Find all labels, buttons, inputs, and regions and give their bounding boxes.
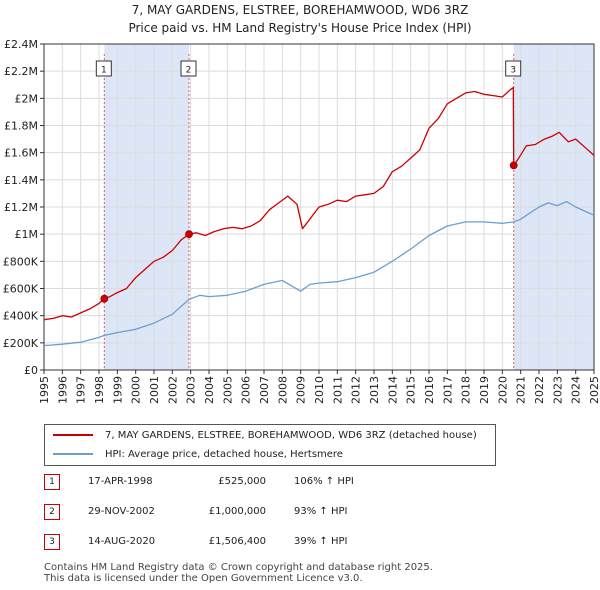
- x-tick-label: 2016: [423, 376, 436, 404]
- sale-label: 2: [186, 66, 192, 76]
- x-tick-label: 2005: [221, 376, 234, 404]
- footer: Contains HM Land Registry data © Crown c…: [44, 562, 433, 584]
- y-tick-label: £1M: [15, 228, 39, 241]
- sale-price: £525,000: [218, 476, 266, 487]
- sale-number-badge: 3: [44, 534, 60, 550]
- x-tick-label: 2006: [240, 376, 253, 404]
- chart-subtitle: Price paid vs. HM Land Registry's House …: [128, 21, 472, 35]
- sale-date: 14-AUG-2020: [88, 536, 156, 547]
- y-tick-label: £1.4M: [4, 174, 38, 187]
- sale-hpi-change: 39% ↑ HPI: [294, 536, 348, 547]
- x-tick-label: 1997: [75, 376, 88, 404]
- hpi-line: [43, 200, 595, 347]
- y-tick-label: £200K: [3, 337, 39, 350]
- x-tick-label: 2024: [570, 376, 583, 404]
- legend-swatch-hpi: [53, 453, 93, 455]
- x-tick-label: 2010: [313, 376, 326, 404]
- price-chart: 1 2 3 £0 £200K £400K £600K £800K £1M £1.2M £1.4M £…: [3, 38, 600, 404]
- x-tick-label: 1998: [93, 376, 106, 404]
- sale-hpi-change: 106% ↑ HPI: [294, 476, 354, 487]
- x-tick-label: 2018: [460, 376, 473, 404]
- y-tick-label: £1.2M: [4, 201, 38, 214]
- sale-label-box: [505, 60, 522, 77]
- x-tick-label: 2021: [515, 376, 528, 404]
- x-tick-label: 1995: [38, 376, 51, 404]
- legend-swatch-property: [53, 434, 93, 436]
- x-tick-label: 2019: [478, 376, 491, 404]
- x-tick-label: 2002: [166, 376, 179, 404]
- y-tick-label: £1.6M: [4, 147, 38, 160]
- y-tick-label: £800K: [3, 255, 39, 268]
- x-tick-label: 2017: [441, 376, 454, 404]
- footer-copyright: Contains HM Land Registry data © Crown c…: [44, 562, 433, 573]
- legend-item-property: 7, MAY GARDENS, ELSTREE, BOREHAMWOOD, WD…: [53, 427, 477, 445]
- legend-label-property: 7, MAY GARDENS, ELSTREE, BOREHAMWOOD, WD…: [105, 430, 477, 441]
- y-tick-label: £2M: [15, 92, 39, 105]
- y-tick-label: £400K: [3, 310, 39, 323]
- x-tick-label: 2001: [148, 376, 161, 404]
- x-tick-label: 2011: [331, 376, 344, 404]
- sale-point: [509, 161, 518, 170]
- x-tick-label: 1996: [56, 376, 69, 404]
- y-tick-label: £1.8M: [4, 120, 38, 133]
- sale-row: 2 29-NOV-2002 £1,000,000 93% ↑ HPI: [44, 502, 496, 522]
- x-tick-label: 1999: [111, 376, 124, 404]
- x-tick-label: 2004: [203, 376, 216, 404]
- sale-label: 3: [510, 66, 516, 76]
- y-tick-label: £2.2M: [4, 65, 38, 78]
- sale-number-badge: 1: [44, 474, 60, 490]
- sale-number-badge: 2: [44, 504, 60, 520]
- property-price-line: [43, 86, 595, 321]
- x-tick-label: 2000: [130, 376, 143, 404]
- y-tick-label: £600K: [3, 283, 39, 296]
- x-tick-label: 2008: [276, 376, 289, 404]
- x-tick-label: 2023: [551, 376, 564, 404]
- y-tick-label: £2.4M: [4, 38, 38, 51]
- sale-row: 3 14-AUG-2020 £1,506,400 39% ↑ HPI: [44, 532, 496, 552]
- sale-row: 1 17-APR-1998 £525,000 106% ↑ HPI: [44, 472, 496, 492]
- legend-label-hpi: HPI: Average price, detached house, Hert…: [105, 449, 343, 460]
- sale-price: £1,506,400: [208, 536, 266, 547]
- legend-item-hpi: HPI: Average price, detached house, Hert…: [53, 446, 343, 464]
- y-tick-label: £0: [24, 364, 38, 377]
- x-tick-label: 2022: [533, 376, 546, 404]
- x-tick-label: 2012: [350, 376, 363, 404]
- sale-point: [185, 230, 193, 239]
- x-tick-label: 2025: [588, 376, 600, 404]
- sale-point: [100, 294, 109, 303]
- x-tick-label: 2015: [405, 376, 418, 404]
- sale-date: 17-APR-1998: [88, 476, 153, 487]
- x-tick-label: 2003: [185, 376, 198, 404]
- chart-title: 7, MAY GARDENS, ELSTREE, BOREHAMWOOD, WD…: [131, 3, 469, 17]
- x-tick-label: 2009: [295, 376, 308, 404]
- footer-licence: This data is licensed under the Open Gov…: [44, 573, 363, 584]
- sale-price: £1,000,000: [208, 506, 266, 517]
- sale-label: 1: [101, 66, 107, 76]
- sale-date: 29-NOV-2002: [88, 506, 155, 517]
- x-tick-label: 2007: [258, 376, 271, 404]
- x-tick-label: 2014: [386, 376, 399, 404]
- legend: 7, MAY GARDENS, ELSTREE, BOREHAMWOOD, WD…: [44, 424, 496, 466]
- x-tick-label: 2013: [368, 376, 381, 404]
- sale-hpi-change: 93% ↑ HPI: [294, 506, 348, 517]
- x-tick-label: 2020: [496, 376, 509, 404]
- sale-label-box: [95, 60, 112, 77]
- sale-label-box: [180, 60, 197, 77]
